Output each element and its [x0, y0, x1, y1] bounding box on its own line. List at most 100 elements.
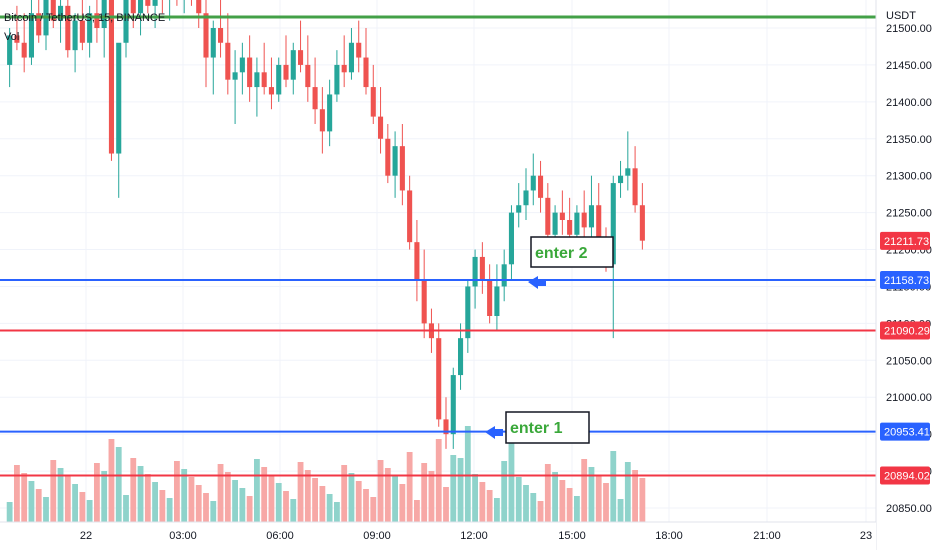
candle-body	[494, 286, 500, 316]
volume-bar	[574, 496, 580, 522]
volume-bar	[450, 455, 457, 522]
candle-body	[261, 72, 267, 88]
volume-bar	[21, 473, 28, 522]
volume-bar	[494, 498, 500, 522]
candle-body	[370, 87, 376, 117]
enter-1-arrow-icon[interactable]	[485, 426, 503, 439]
candle-body	[559, 212, 565, 220]
volume-indicator-label: Vol	[4, 31, 20, 43]
volume-bar	[326, 494, 333, 522]
candle-body	[407, 190, 413, 243]
price-tag-text: 21211.73	[884, 236, 929, 248]
horizontal-lines[interactable]	[0, 15, 876, 477]
volume-bar	[421, 463, 428, 522]
time-tick: 22	[80, 530, 92, 542]
volume-bar	[108, 439, 115, 522]
candle-body	[28, 13, 34, 58]
time-tick: 03:00	[169, 530, 197, 542]
candle-body	[254, 72, 260, 88]
volume-bar	[35, 489, 42, 522]
volume-bar	[355, 481, 362, 522]
price-tick: 21350.00	[886, 134, 932, 146]
volume-bar	[595, 475, 602, 522]
candle-body	[290, 50, 296, 80]
candle-body	[319, 109, 325, 132]
candle-body	[79, 20, 85, 43]
candle-body	[581, 212, 587, 228]
candle-body	[399, 146, 405, 191]
volume-bar	[232, 480, 238, 522]
candle-body	[276, 64, 282, 95]
symbol-title: Bitcoin / TetherUS, 15, BINANCE	[4, 12, 166, 24]
volume-bar	[617, 499, 624, 522]
volume-bar	[217, 464, 224, 522]
volume-bar	[246, 496, 253, 522]
candle-body	[487, 279, 493, 316]
candle-body	[152, 0, 158, 6]
price-tick: 21450.00	[886, 60, 932, 72]
time-tick: 06:00	[266, 530, 294, 542]
candle-body	[385, 138, 391, 176]
volume-bar	[137, 466, 144, 522]
enter-2-arrow-icon[interactable]	[528, 276, 546, 289]
volume-bar	[101, 471, 108, 522]
enter-2-label: enter 2	[535, 245, 588, 262]
volume-bar	[174, 461, 180, 522]
candle-body	[392, 146, 398, 176]
enter-1-box[interactable]	[505, 411, 590, 444]
time-axis[interactable]: 22 03:00 06:00 09:00 12:00 15:00 18:00 21:00 23	[0, 521, 876, 550]
candle-body	[87, 13, 93, 43]
candle-body	[21, 42, 27, 58]
volume-bar	[588, 467, 595, 522]
volume-bar	[377, 460, 384, 522]
price-tag-text: 20953.41	[884, 427, 930, 439]
price-tag-text: 21158.73	[884, 275, 929, 287]
candle-body	[232, 72, 238, 80]
price-tick: 21050.00	[886, 355, 932, 367]
candle-body	[378, 116, 384, 139]
candle-body	[58, 5, 64, 21]
volume-bar	[603, 483, 609, 522]
annotations[interactable]: enter 2 enter 1	[485, 236, 614, 444]
candle-body	[239, 57, 245, 73]
price-tick: 21300.00	[886, 171, 932, 183]
candle-body	[268, 87, 274, 95]
volume-bar	[559, 480, 566, 522]
volume-bar	[334, 502, 340, 522]
candle-body	[567, 220, 573, 235]
price-tick: 21250.00	[886, 208, 932, 220]
candle-body	[196, 0, 202, 14]
candle-body	[334, 64, 340, 95]
volume-bar	[414, 500, 420, 522]
candle-body	[436, 338, 442, 420]
volume-bar	[159, 490, 166, 522]
time-tick: 18:00	[655, 530, 683, 542]
candle-body	[72, 20, 78, 51]
candle-body	[458, 338, 464, 376]
volume-bar	[181, 469, 188, 522]
volume-bar	[94, 463, 100, 522]
candle-body	[414, 242, 420, 280]
volume-bar	[639, 478, 646, 522]
volume-bar	[268, 475, 275, 522]
volume-bar	[457, 458, 464, 522]
price-tag: 20953.41	[880, 422, 930, 441]
candle-body	[218, 28, 224, 43]
volume-bar	[566, 488, 573, 522]
candle-body	[523, 190, 529, 206]
price-tag-text: 21090.29	[884, 326, 930, 338]
candle-body	[421, 279, 427, 324]
volume-bar	[261, 467, 268, 522]
candle-body	[14, 35, 20, 43]
enter-2-box[interactable]	[530, 236, 614, 268]
volume-bar	[57, 468, 64, 522]
volume-bar	[472, 474, 478, 522]
candle-body	[305, 64, 311, 88]
candle-body	[501, 264, 507, 287]
volume-bar	[319, 486, 326, 522]
candle-body	[618, 175, 624, 184]
volume-bar	[304, 470, 311, 522]
price-axis[interactable]: USDT 21500.00 21450.00 21400.00 21350.00 213…	[875, 0, 932, 550]
candle-body	[530, 175, 536, 191]
